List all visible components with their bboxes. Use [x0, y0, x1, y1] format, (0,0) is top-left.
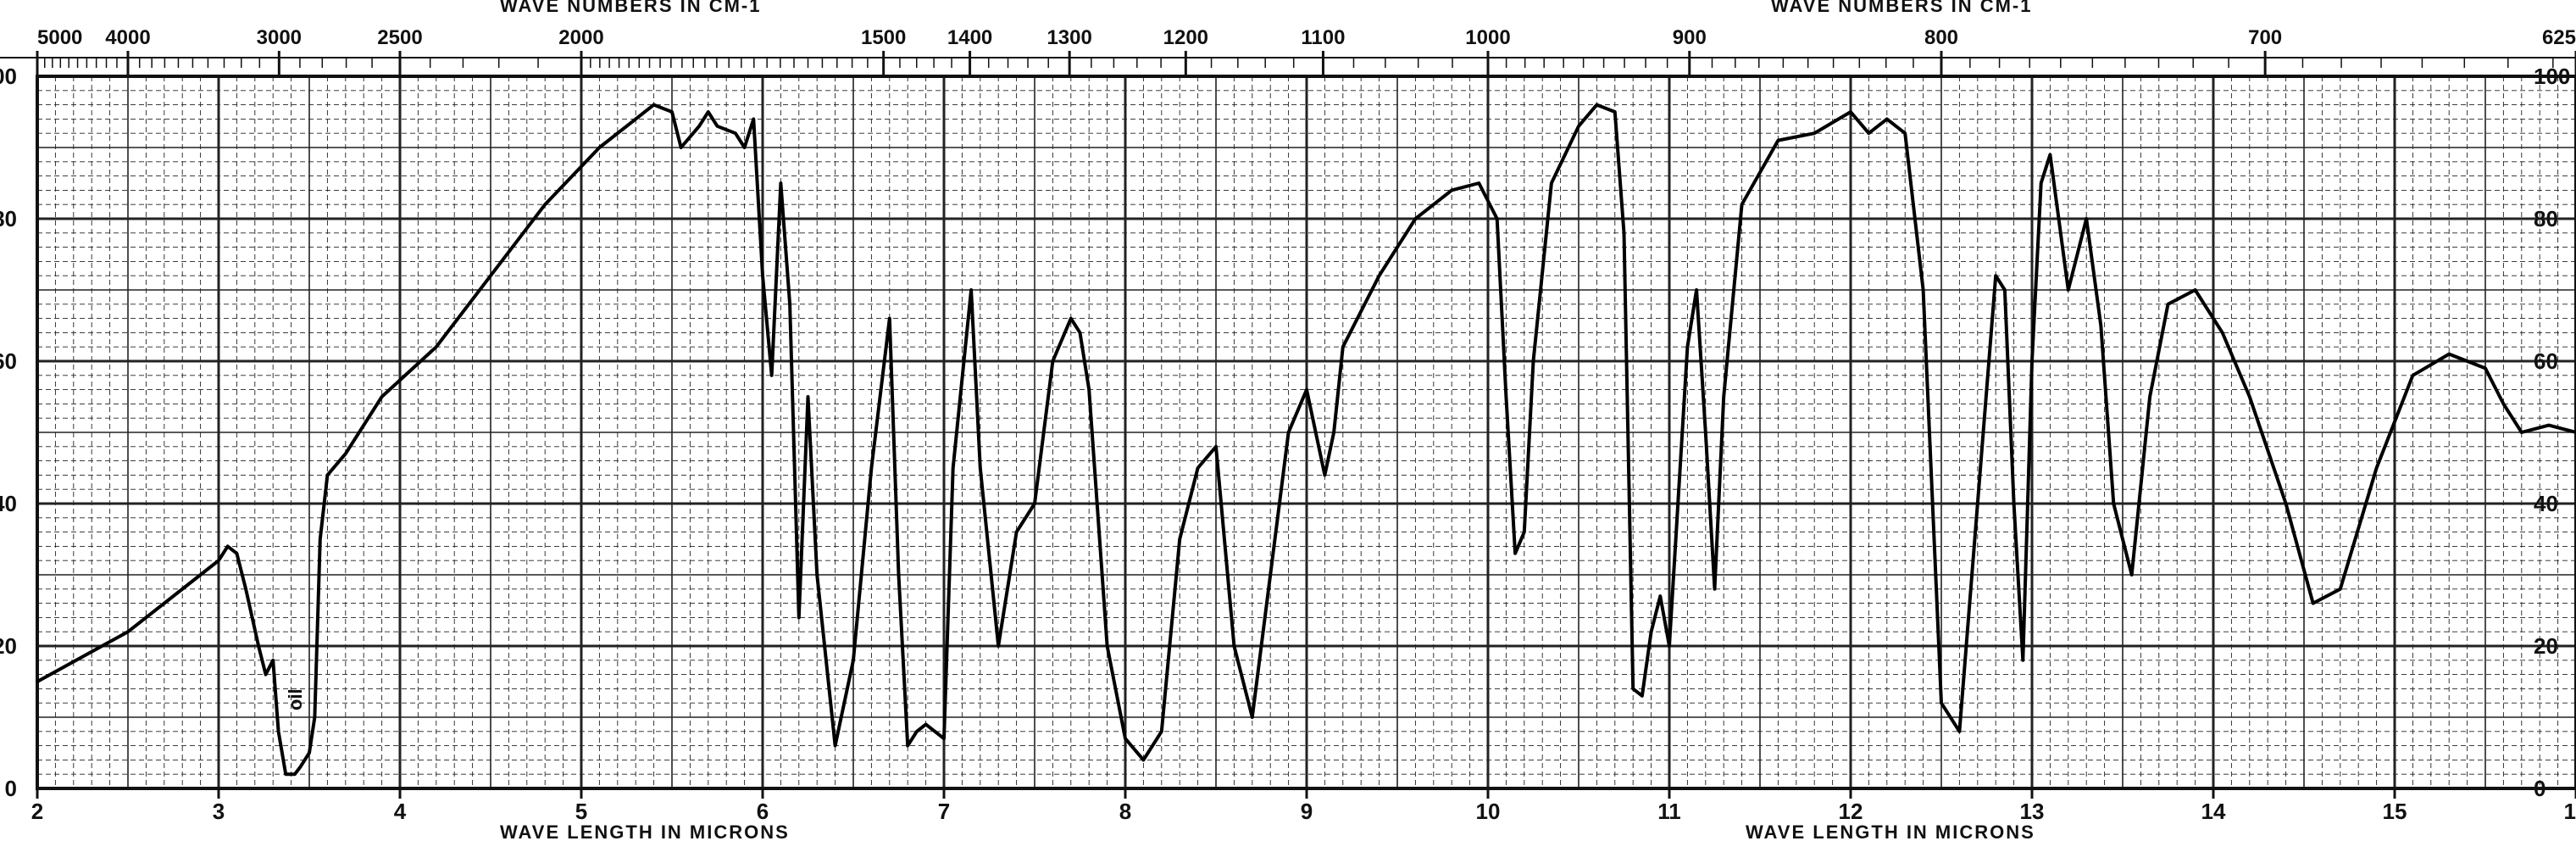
wavenumber-label: 1300 — [1046, 26, 1091, 49]
y-tick-label-left: 40 — [0, 491, 17, 516]
wavenumber-label: 3000 — [257, 26, 302, 49]
y-tick-label-right: 20 — [2534, 633, 2558, 659]
bottom-left-xlabel: WAVE LENGTH IN MICRONS — [500, 822, 790, 841]
x-tick-label: 2 — [31, 799, 43, 824]
x-tick-label: 6 — [757, 799, 769, 824]
wavenumber-label: 900 — [1673, 26, 1707, 49]
y-tick-label-left: 20 — [0, 633, 17, 659]
oil-annotation: oil — [285, 688, 306, 710]
y-tick-label-right: 80 — [2534, 206, 2558, 231]
y-tick-label-right: 0 — [2534, 776, 2545, 801]
y-tick-label-right: 100 — [2534, 64, 2570, 89]
wavenumber-label: 1400 — [947, 26, 992, 49]
x-tick-label: 13 — [2020, 799, 2045, 824]
chart-ticks — [36, 51, 2576, 799]
wavenumber-label: 1200 — [1163, 26, 1208, 49]
bottom-right-xlabel: WAVE LENGTH IN MICRONS — [1746, 822, 2035, 841]
top-right-title: WAVE NUMBERS IN CM-1 — [1771, 0, 2033, 16]
x-tick-label: 9 — [1301, 799, 1313, 824]
chart-grid — [36, 75, 2576, 790]
y-tick-label-left: 0 — [5, 776, 17, 801]
wavenumber-label: 2500 — [377, 26, 422, 49]
chart-frame — [0, 57, 2576, 790]
top-left-title: WAVE NUMBERS IN CM-1 — [500, 0, 762, 16]
x-tick-label: 10 — [1476, 799, 1501, 824]
wavenumber-label: 2000 — [558, 26, 603, 49]
chart-series — [36, 103, 2576, 777]
x-tick-label: 12 — [1839, 799, 1863, 824]
wavenumber-label: 625 — [2542, 26, 2576, 49]
y-tick-label-right: 60 — [2534, 348, 2558, 374]
wavenumber-label: 1100 — [1301, 26, 1345, 49]
x-tick-label: 8 — [1119, 799, 1131, 824]
x-tick-label: 7 — [938, 799, 950, 824]
x-tick-label: 3 — [213, 799, 225, 824]
wavenumber-label: 800 — [1924, 26, 1958, 49]
x-tick-label: 4 — [394, 799, 407, 824]
wavenumber-label: 1000 — [1465, 26, 1510, 49]
wavenumber-label: 4000 — [105, 26, 150, 49]
wavenumber-label: 1500 — [861, 26, 906, 49]
x-tick-label: 5 — [575, 799, 587, 824]
wavenumber-label: 700 — [2248, 26, 2282, 49]
x-tick-label: 15 — [2383, 799, 2407, 824]
y-tick-label-left: 60 — [0, 348, 17, 374]
x-tick-label: 11 — [1657, 799, 1681, 824]
x-tick-label: 16 — [2564, 799, 2576, 824]
spectrum-line — [36, 103, 2576, 777]
y-tick-label-right: 40 — [2534, 491, 2558, 516]
wavenumber-label: 5000 — [37, 26, 82, 49]
y-tick-label-left: 100 — [0, 64, 17, 89]
chart-labels: 2345678910111213141516020406080100020406… — [0, 26, 2576, 824]
y-tick-label-left: 80 — [0, 206, 17, 231]
x-tick-label: 14 — [2201, 799, 2226, 824]
